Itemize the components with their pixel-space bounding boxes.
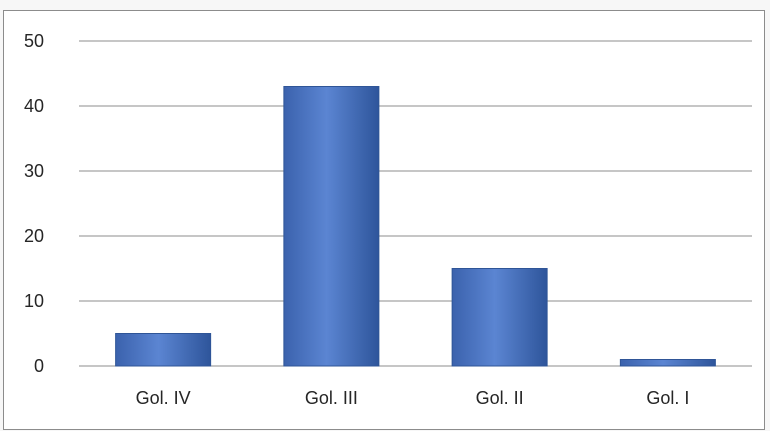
y-tick-label: 40 — [24, 96, 44, 116]
bar-gol-i — [619, 359, 716, 367]
x-tick-label: Gol. III — [305, 388, 358, 408]
y-axis-ticks: 0 10 20 30 40 50 — [24, 31, 44, 376]
y-tick-label: 30 — [24, 161, 44, 181]
x-tick-label: Gol. IV — [136, 388, 191, 408]
x-axis-ticks: Gol. IV Gol. III Gol. II Gol. I — [136, 388, 690, 408]
bar-chart: 0 10 20 30 40 50 Gol. IV Gol. III Gol. II Gol. I — [24, 31, 752, 408]
bar-gol-iii — [283, 86, 380, 367]
y-tick-label: 20 — [24, 226, 44, 246]
bars — [115, 86, 716, 367]
chart-frame: 0 10 20 30 40 50 Gol. IV Gol. III Gol. II Gol. I — [3, 10, 765, 430]
y-tick-label: 50 — [24, 31, 44, 51]
x-tick-label: Gol. II — [476, 388, 524, 408]
bar-gol-ii — [451, 268, 548, 367]
y-tick-label: 0 — [34, 356, 44, 376]
bar-gol-iv — [115, 333, 212, 367]
y-tick-label: 10 — [24, 291, 44, 311]
x-tick-label: Gol. I — [646, 388, 689, 408]
gridlines — [79, 40, 752, 367]
